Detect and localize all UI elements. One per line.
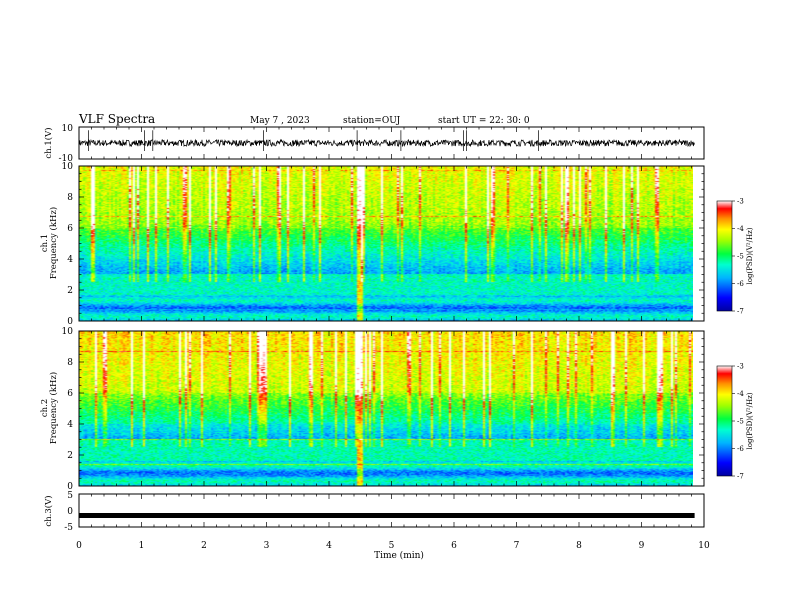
- ch3-ytick-top: 5: [67, 491, 73, 501]
- colorbar-tick-label: -5: [737, 253, 744, 261]
- colorbar-tick-label: -7: [737, 473, 744, 481]
- time-axis-tick-label: 8: [576, 541, 582, 551]
- time-axis-tick-label: 2: [201, 541, 207, 551]
- freq-tick-label: 10: [62, 162, 74, 172]
- time-axis-ticklabels: 0 1 2 3 4 5 6 7 8 9 10: [76, 541, 710, 551]
- ch1-spectrogram-panel: 0 2 4 6 8 10 ch.1 Frequency (kHz): [40, 162, 705, 327]
- header-start-time: start UT = 22: 30: 0: [438, 116, 530, 126]
- ch3-ytick-bottom: -5: [64, 523, 73, 533]
- colorbar-tick-label: -6: [737, 280, 744, 288]
- colorbar-tick-label: -3: [737, 198, 744, 206]
- ch1-waveform-trace: [78, 130, 695, 151]
- time-axis-tick-label: 5: [389, 541, 395, 551]
- ch3-ytick-mid: 0: [67, 507, 73, 517]
- ch3-waveform-ylabel: ch.3(V): [43, 495, 54, 526]
- colorbar-tick-label: -6: [737, 445, 744, 453]
- ch1-colorbar-scale: [716, 200, 733, 312]
- ch1-waveform-panel: 10 -10 ch.1(V): [43, 124, 705, 164]
- colorbar-tick-label: -5: [737, 418, 744, 426]
- freq-tick-label: 6: [67, 389, 73, 399]
- header-date: May 7 , 2023: [250, 116, 310, 126]
- ch1-ytick-top: 10: [62, 124, 74, 134]
- freq-tick-label: 10: [62, 327, 74, 337]
- freq-tick-label: 4: [67, 255, 73, 265]
- ch1-ytick-bottom: -10: [59, 154, 74, 164]
- colorbar-tick-label: -3: [737, 363, 744, 371]
- freq-tick-label: 2: [67, 286, 73, 296]
- colorbar-tick-label: -4: [737, 390, 744, 398]
- ch2-colorbar: -3 -4 -5 -6 -7 log(PSD)(V²/Hz): [716, 363, 754, 481]
- ch3-waveform-frame: [78, 493, 705, 528]
- freq-tick-label: 6: [67, 224, 73, 234]
- time-axis-tick-label: 1: [139, 541, 145, 551]
- freq-tick-label: 0: [67, 317, 73, 327]
- freq-tick-label: 4: [67, 420, 73, 430]
- freq-tick-label: 8: [67, 193, 73, 203]
- ch1-frequency-axis-label: Frequency (kHz): [48, 207, 59, 279]
- freq-tick-label: 2: [67, 451, 73, 461]
- ch3-waveform-trace: [79, 513, 695, 518]
- ch1-colorbar-label: log(PSD)(V²/Hz): [746, 227, 754, 284]
- ch2-spectrogram-label: ch.2: [40, 399, 50, 417]
- colorbar-tick-label: -4: [737, 225, 744, 233]
- time-axis-label: Time (min): [374, 550, 424, 561]
- time-axis-tick-label: 10: [698, 541, 710, 551]
- ch2-spectrogram-panel: 0 2 4 6 8 10 ch.2 Frequency (kHz): [40, 327, 705, 492]
- ch1-colorbar: -3 -4 -5 -6 -7 log(PSD)(V²/Hz): [716, 198, 754, 316]
- ch1-spectrogram-image: [79, 166, 693, 321]
- ch3-waveform-panel: 5 0 -5 ch.3(V): [43, 491, 705, 533]
- time-axis-tick-label: 7: [514, 541, 520, 551]
- time-axis-tick-label: 0: [76, 541, 82, 551]
- time-axis-tick-label: 9: [639, 541, 645, 551]
- figure-title: VLF Spectra: [78, 112, 155, 126]
- ch2-spectrogram-image: [79, 331, 693, 486]
- freq-tick-label: 8: [67, 358, 73, 368]
- ch2-frequency-axis-label: Frequency (kHz): [48, 372, 59, 444]
- ch1-waveform-ylabel: ch.1(V): [43, 127, 54, 158]
- time-axis-tick-label: 4: [326, 541, 332, 551]
- freq-tick-label: 0: [67, 482, 73, 492]
- colorbar-tick-label: -7: [737, 308, 744, 316]
- ch2-colorbar-label: log(PSD)(V²/Hz): [746, 392, 754, 449]
- header-station: station=OUJ: [343, 116, 401, 126]
- ch2-colorbar-scale: [716, 365, 733, 477]
- time-axis-tick-label: 3: [264, 541, 270, 551]
- ch1-spectrogram-label: ch.1: [40, 234, 50, 252]
- time-axis-tick-label: 6: [451, 541, 457, 551]
